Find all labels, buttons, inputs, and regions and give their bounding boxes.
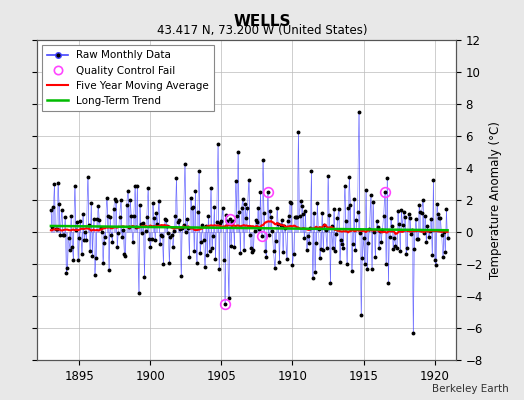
Text: WELLS: WELLS [233, 14, 291, 29]
Text: Berkeley Earth: Berkeley Earth [432, 384, 508, 394]
Legend: Raw Monthly Data, Quality Control Fail, Five Year Moving Average, Long-Term Tren: Raw Monthly Data, Quality Control Fail, … [42, 45, 214, 111]
Y-axis label: Temperature Anomaly (°C): Temperature Anomaly (°C) [488, 121, 501, 279]
Text: 43.417 N, 73.200 W (United States): 43.417 N, 73.200 W (United States) [157, 24, 367, 37]
